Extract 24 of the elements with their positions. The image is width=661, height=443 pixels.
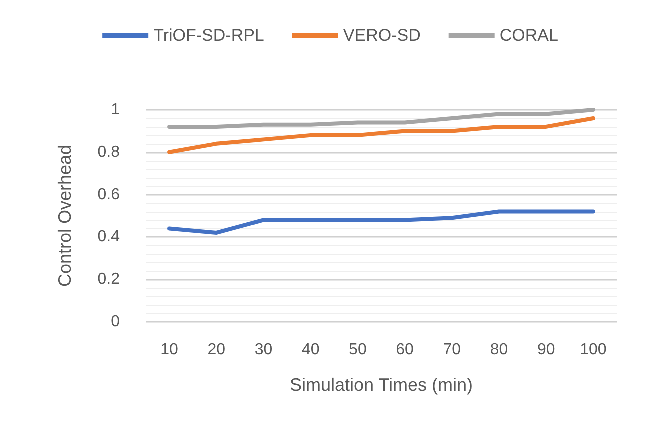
legend-label: VERO-SD xyxy=(343,26,421,45)
x-axis-title: Simulation Times (min) xyxy=(290,375,474,395)
y-tick-label: 0.6 xyxy=(98,186,120,204)
y-tick-label: 0.4 xyxy=(98,228,120,246)
x-tick-label: 40 xyxy=(302,342,320,358)
x-tick-label: 30 xyxy=(254,342,273,358)
x-tick-label: 70 xyxy=(443,342,462,358)
x-tick-label: 20 xyxy=(208,342,226,358)
line-series xyxy=(168,116,596,154)
x-tick-label: 10 xyxy=(160,342,179,358)
line-series xyxy=(168,210,596,235)
legend-label: TriOF-SD-RPL xyxy=(154,26,264,45)
x-tick-label: 50 xyxy=(349,342,367,358)
x-tick-label: 60 xyxy=(396,342,414,358)
y-tick-label: 0.2 xyxy=(98,271,120,288)
y-axis-title: Control Overhead xyxy=(55,144,75,288)
legend-label: CORAL xyxy=(500,26,558,45)
y-tick-label: 0.8 xyxy=(98,144,120,161)
x-tick-label: 100 xyxy=(580,342,607,358)
y-tick-label: 1 xyxy=(111,102,120,118)
y-tick-label: 0 xyxy=(111,314,120,330)
x-tick-label: 90 xyxy=(537,342,556,358)
line-series xyxy=(168,108,596,129)
x-tick-label: 80 xyxy=(490,342,508,358)
